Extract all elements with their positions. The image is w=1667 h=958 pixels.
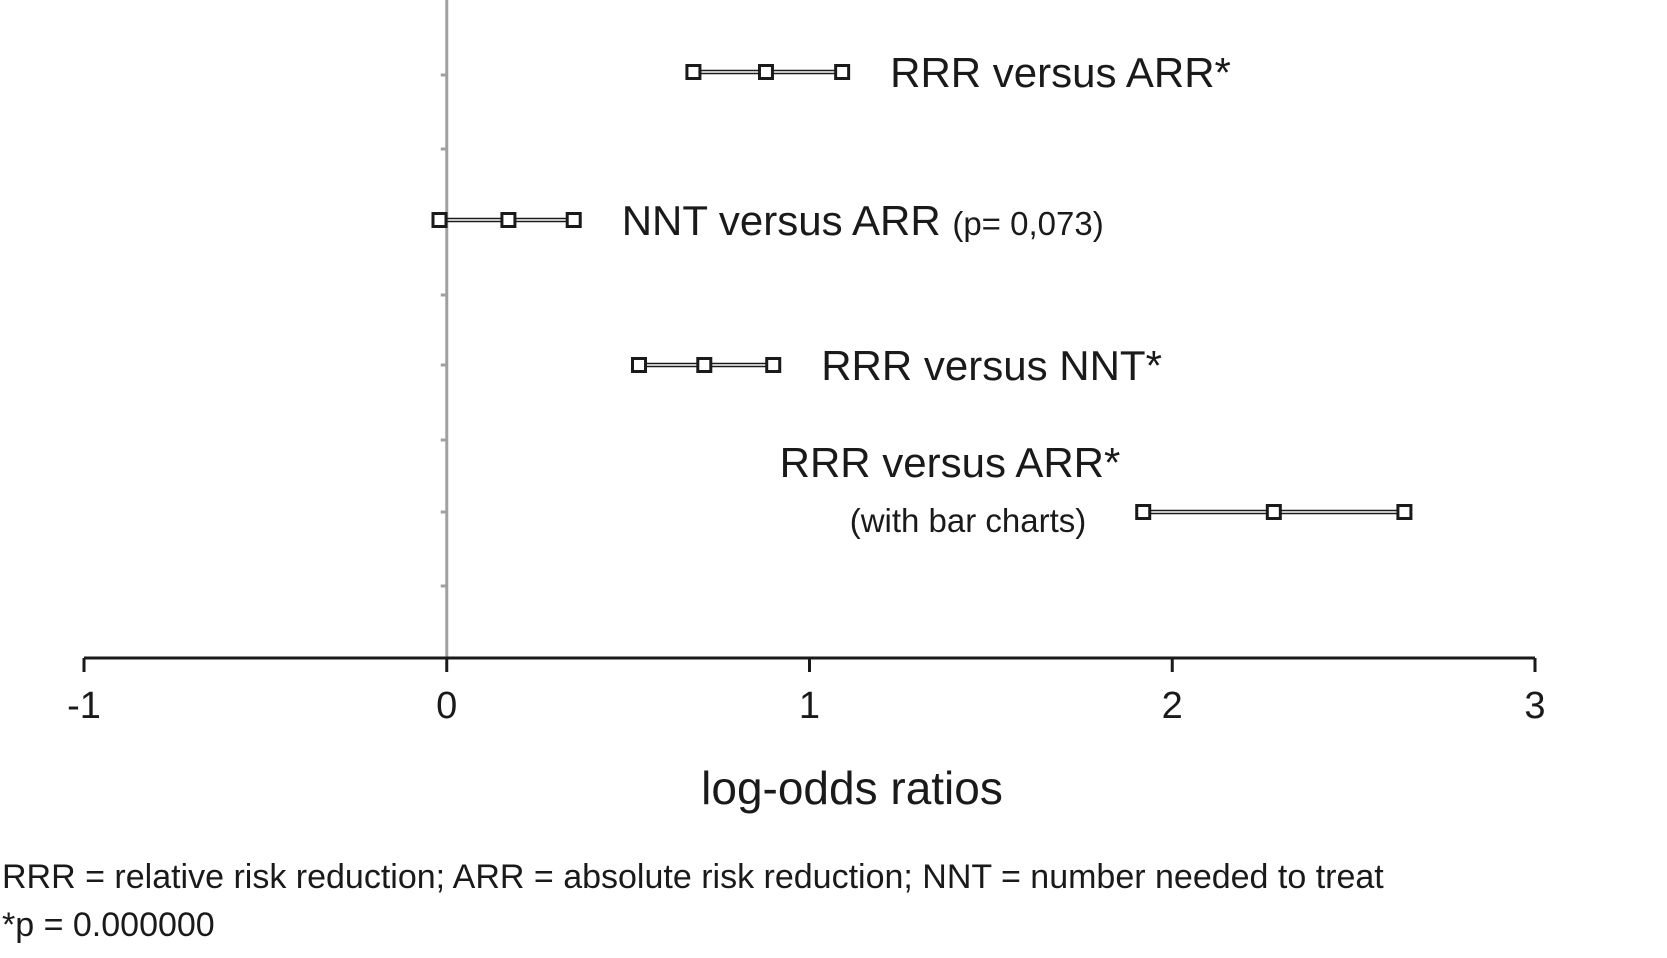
x-tick-label: 3: [1524, 685, 1545, 727]
point-estimate-marker: [1265, 504, 1282, 520]
ci-lower-marker: [685, 64, 702, 80]
series-note: (p= 0,073): [952, 205, 1103, 242]
forest-plot: -1 0 1 2 3 RRR versus ARR* NNT versus ARR (p=…: [67, 0, 1546, 814]
x-tick-label: 1: [799, 685, 820, 727]
series-note: (with bar charts): [850, 502, 1087, 539]
series-label: RRR versus ARR*: [780, 439, 1121, 486]
ci-lower-marker: [631, 357, 648, 373]
point-estimate-marker: [696, 357, 713, 373]
ci-lower-marker: [431, 212, 448, 228]
series-label: NNT versus ARR (p= 0,073): [622, 197, 1104, 244]
reference-line-layer: [440, 0, 449, 658]
x-tick-label: -1: [67, 685, 101, 727]
x-tick-label: 2: [1162, 685, 1183, 727]
ci-lower-marker: [1135, 504, 1152, 520]
x-tick-label: 0: [436, 685, 457, 727]
ci-upper-marker: [565, 212, 582, 228]
series-marks: [431, 64, 1413, 520]
series-mark-group: [685, 64, 851, 80]
series-label: RRR versus ARR*: [890, 49, 1231, 96]
x-axis: -1 0 1 2 3: [67, 656, 1546, 727]
ci-upper-marker: [765, 357, 782, 373]
series-mark-group: [631, 357, 782, 373]
x-axis-title: log-odds ratios: [701, 762, 1003, 814]
ci-upper-marker: [1396, 504, 1413, 520]
significance-footnote: *p = 0.000000: [2, 906, 215, 944]
series-label: RRR versus NNT*: [821, 342, 1162, 389]
point-estimate-marker: [757, 64, 774, 80]
series-mark-group: [1135, 504, 1413, 520]
point-estimate-marker: [500, 212, 517, 228]
abbreviation-footnote: RRR = relative risk reduction; ARR = abs…: [2, 858, 1384, 896]
series-mark-group: [431, 212, 582, 228]
ci-upper-marker: [834, 64, 851, 80]
series-labels: RRR versus ARR* NNT versus ARR (p= 0,073)…: [622, 49, 1231, 539]
